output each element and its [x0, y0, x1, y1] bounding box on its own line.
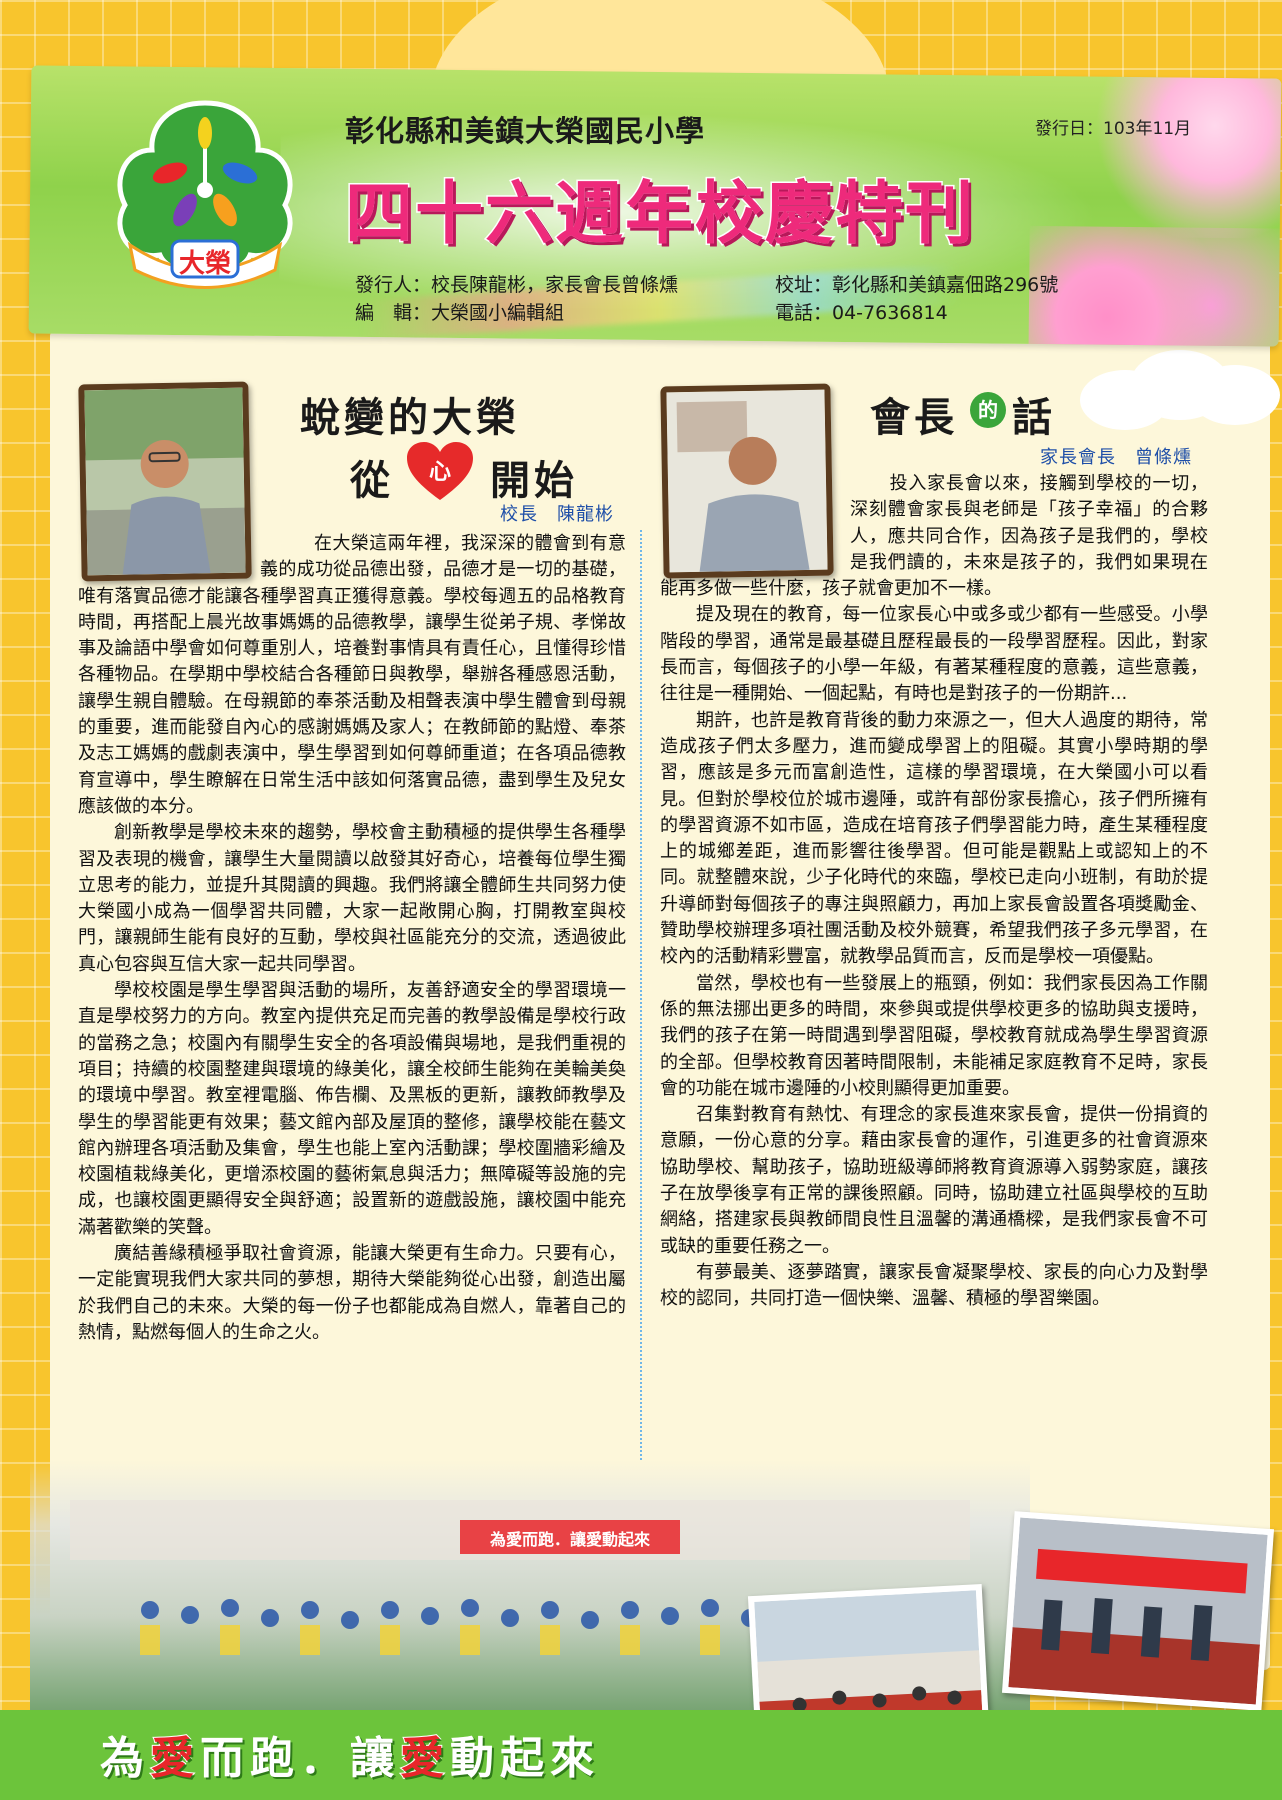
left-paragraph: 創新教學是學校未來的趨勢，學校會主動積極的提供學生各種學習及表現的機會，讓學生大…: [78, 822, 626, 975]
slogan-part: 而跑．讓: [200, 1733, 400, 1784]
left-paragraph: 廣結善緣積極爭取社會資源，能讓大榮更有生命力。只要有心，一定能實現我們大家共同的…: [78, 1243, 626, 1343]
left-paragraph: 學校校園是學生學習與活動的場所，友善舒適安全的學習環境一直是學校努力的方向。教室…: [78, 980, 626, 1238]
right-paragraph: 當然，學校也有一些發展上的瓶頸，例如：我們家長因為工作關係的無法挪出更多的時間，…: [660, 972, 1208, 1099]
logo-text: 大榮: [178, 249, 231, 279]
content-paper: [50, 330, 1270, 1670]
right-cloud-decoration: [1080, 350, 1280, 430]
right-byline: 家長會長 曾條燻: [1040, 447, 1192, 468]
school-logo: 大榮: [110, 95, 300, 295]
left-photo-spacer: [78, 531, 260, 577]
left-article-body: 在大榮這兩年裡，我深深的體會到有意義的成功從品德出發，品德才是一切的基礎，唯有落…: [78, 531, 626, 1346]
right-paragraph: 提及現在的教育，每一位家長心中或多或少都有一些感受。小學階段的學習，通常是最基礎…: [660, 604, 1208, 705]
principal-photo: [78, 381, 252, 582]
slogan-love: 愛: [399, 1732, 450, 1785]
right-paragraph: 投入家長會以來，接觸到學校的一切，深刻體會家長與老師是「孩子幸福」的合夥人，應共…: [660, 473, 1208, 600]
chairman-photo: [660, 383, 834, 579]
left-paragraph: 在大榮這兩年裡，我深深的體會到有意義的成功從品德出發，品德才是一切的基礎，唯有落…: [78, 533, 626, 817]
small-photo-2: [1001, 1511, 1275, 1711]
title-circle-badge: 的: [970, 392, 1006, 428]
slogan-part: 為: [100, 1733, 150, 1784]
right-title-b: 話: [1012, 395, 1056, 441]
publisher-line: 發行人：校長陳龍彬，家長會長曾條燻: [355, 274, 679, 296]
address-line: 校址：彰化縣和美鎮嘉佃路296號: [775, 274, 1059, 296]
editor-line: 編 輯：大榮國小編輯組: [355, 302, 565, 324]
issue-date: 發行日：103年11月: [1035, 119, 1192, 139]
slogan-love: 愛: [149, 1732, 200, 1785]
heart-icon: 心: [405, 440, 475, 504]
right-paragraph: 有夢最美、逐夢踏實，讓家長會凝聚學校、家長的向心力及對學校的認同，共同打造一個快…: [660, 1261, 1208, 1310]
left-title-start: 開始: [490, 458, 578, 504]
left-title-from: 從: [350, 458, 394, 504]
bottom-slogan: 為愛而跑．讓愛動起來: [100, 1722, 600, 1786]
photo-banner-text: 為愛而跑．讓愛動起來: [489, 1530, 650, 1549]
right-title-a: 會長: [870, 395, 958, 441]
slogan-part: 動起來: [450, 1733, 600, 1784]
left-byline: 校長 陳龍彬: [500, 504, 614, 525]
right-paragraph: 召集對教育有熱忱、有理念的家長進來家長會，提供一份捐資的意願，一份心意的分享。藉…: [660, 1104, 1208, 1257]
heart-text: 心: [428, 460, 451, 485]
right-article-body: 投入家長會以來，接觸到學校的一切，深刻體會家長與老師是「孩子幸福」的合夥人，應共…: [660, 471, 1208, 1313]
left-title-line1: 蛻變的大榮: [300, 395, 520, 441]
bottom-green-strip: [0, 1710, 1282, 1800]
main-title: 四十六週年校慶特刊: [343, 174, 976, 256]
column-divider: [640, 530, 642, 1460]
school-name: 彰化縣和美鎮大榮國民小學: [345, 114, 706, 148]
right-paragraph: 期許，也許是教育背後的動力來源之一，但大人過度的期待，常造成孩子們太多壓力，進而…: [660, 709, 1208, 968]
right-photo-spacer: [660, 471, 850, 576]
phone-line: 電話：04-7636814: [775, 302, 948, 324]
